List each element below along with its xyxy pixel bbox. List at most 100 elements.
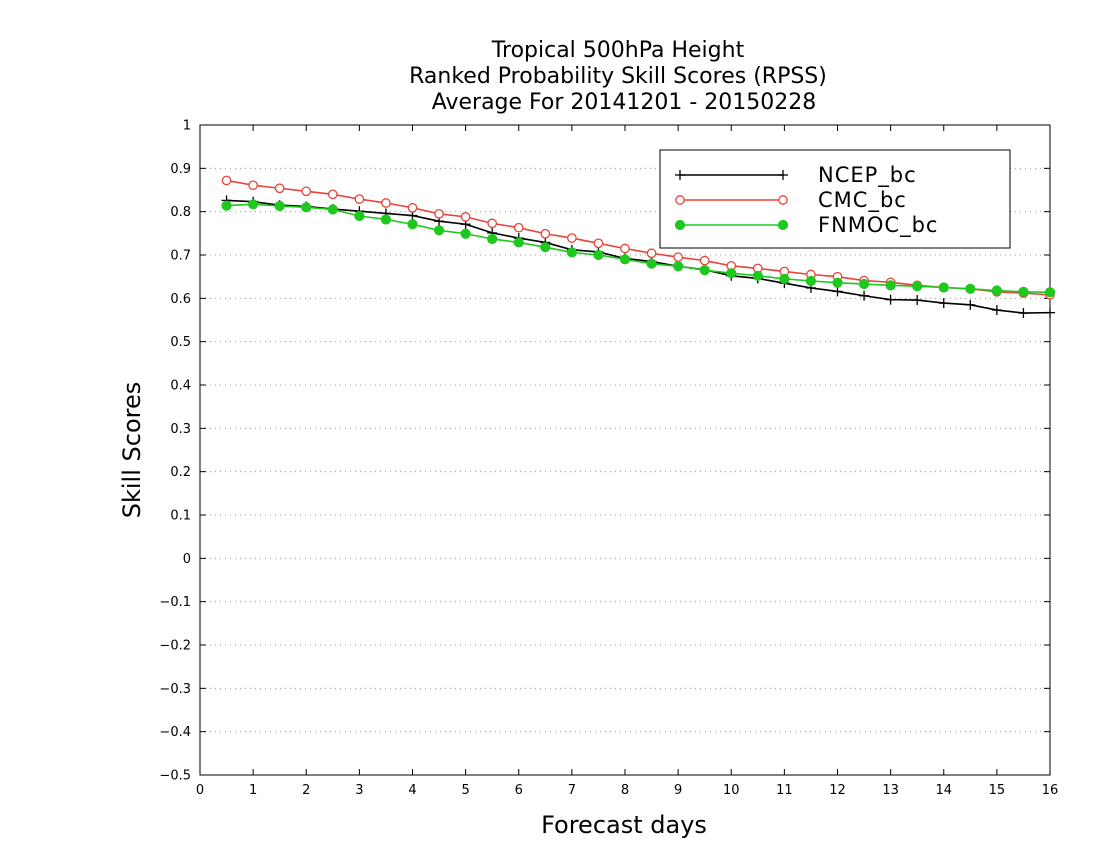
data-point-fnmoc-bc	[566, 247, 577, 258]
data-point-cmc-bc	[540, 228, 551, 239]
series	[221, 175, 1056, 319]
data-point-ncep-bc	[965, 299, 976, 310]
x-tick-label: 0	[196, 783, 204, 798]
y-axis: −0.5 −0.4 −0.3 −0.2 −0.1 0 0.1 0.2 0.3 0.4 0.5 0.6 0…	[159, 119, 1050, 784]
legend-marker	[675, 195, 685, 205]
data-point-cmc-bc	[593, 238, 604, 249]
data-point-ncep-bc	[912, 295, 923, 306]
data-point-fnmoc-bc	[433, 225, 445, 236]
legend-marker	[675, 170, 685, 180]
x-tick-label: 5	[461, 783, 469, 798]
legend-item-fnmoc-bc: FNMOC_bc	[674, 213, 937, 238]
data-point-cmc-bc	[673, 252, 683, 263]
data-point-fnmoc-bc	[380, 214, 392, 225]
x-tick-label: 13	[882, 783, 899, 798]
y-tick-label: 0.6	[170, 292, 191, 307]
legend-marker	[777, 219, 789, 231]
data-point-cmc-bc	[301, 186, 312, 197]
legend-item-ncep-bc: NCEP_bc	[675, 163, 917, 188]
y-tick-label: 0.9	[170, 162, 191, 177]
data-point-fnmoc-bc	[805, 275, 817, 287]
data-point-fnmoc-bc	[673, 261, 684, 272]
legend-marker	[674, 219, 686, 231]
data-point-cmc-bc	[620, 243, 630, 254]
legend-item-cmc-bc: CMC_bc	[675, 188, 907, 213]
chart-title-line-1: Tropical 500hPa Height	[491, 38, 745, 63]
data-point-fnmoc-bc	[407, 219, 418, 230]
data-point-cmc-bc	[460, 212, 471, 222]
data-point-cmc-bc	[354, 194, 365, 204]
data-point-ncep-bc	[1045, 307, 1055, 318]
data-point-fnmoc-bc	[699, 265, 710, 276]
y-tick-label: 0.1	[170, 509, 191, 524]
data-point-fnmoc-bc	[938, 282, 949, 293]
y-tick-label: 0	[183, 552, 191, 567]
y-tick-label: 0.3	[170, 422, 191, 437]
x-axis-title: Forecast days	[541, 811, 707, 839]
x-tick-label: 6	[515, 783, 523, 798]
data-point-fnmoc-bc	[646, 258, 657, 269]
x-tick-label: 2	[302, 783, 310, 798]
x-tick-label: 11	[776, 783, 793, 798]
data-point-fnmoc-bc	[619, 254, 631, 265]
data-point-cmc-bc	[567, 233, 577, 243]
y-tick-label: 0.8	[170, 205, 191, 220]
x-tick-label: 16	[1042, 783, 1059, 798]
data-point-fnmoc-bc	[858, 278, 870, 290]
data-point-cmc-bc	[327, 189, 338, 200]
x-tick-label: 12	[829, 783, 846, 798]
data-point-fnmoc-bc	[965, 283, 976, 294]
data-point-ncep-bc	[1018, 308, 1029, 319]
data-point-fnmoc-bc	[726, 268, 737, 279]
x-tick-label: 1	[249, 783, 257, 798]
legend-label: NCEP_bc	[818, 163, 917, 188]
y-tick-label: −0.1	[159, 595, 191, 610]
data-point-cmc-bc	[513, 222, 524, 233]
x-tick-label: 4	[408, 783, 416, 798]
x-tick-label: 3	[355, 783, 363, 798]
data-point-fnmoc-bc	[354, 210, 365, 222]
data-point-fnmoc-bc	[752, 270, 763, 281]
data-point-fnmoc-bc	[487, 233, 498, 245]
chart-title: Tropical 500hPa Height Ranked Probabilit…	[409, 38, 827, 115]
data-point-fnmoc-bc	[460, 228, 471, 239]
data-point-fnmoc-bc	[885, 280, 896, 291]
data-point-cmc-bc	[381, 198, 391, 208]
series-fnmoc-bc	[221, 199, 1056, 298]
data-point-fnmoc-bc	[274, 200, 285, 212]
x-tick-label: 8	[621, 783, 629, 798]
x-tick-label: 7	[568, 783, 576, 798]
data-point-fnmoc-bc	[540, 242, 551, 253]
data-point-ncep-bc	[885, 294, 896, 305]
y-tick-label: 0.2	[170, 465, 191, 480]
y-axis-title: Skill Scores	[118, 382, 146, 519]
data-point-fnmoc-bc	[832, 277, 843, 288]
y-tick-label: −0.3	[159, 682, 191, 697]
data-point-fnmoc-bc	[513, 237, 524, 248]
data-point-cmc-bc	[407, 202, 418, 213]
chart-title-line-3: Average For 20141201 - 20150228	[432, 90, 817, 115]
data-point-cmc-bc	[487, 218, 498, 229]
data-point-cmc-bc	[434, 208, 444, 219]
data-point-fnmoc-bc	[779, 273, 790, 284]
data-point-fnmoc-bc	[1018, 286, 1029, 297]
data-point-cmc-bc	[248, 180, 258, 191]
x-tick-label: 14	[935, 783, 952, 798]
x-axis: 0 1 2 3 4 5 6 7 8 9 10 11 12 13 14 15 16	[196, 125, 1058, 798]
data-point-cmc-bc	[646, 248, 657, 259]
y-tick-label: −0.2	[159, 639, 191, 654]
chart-title-line-2: Ranked Probability Skill Scores (RPSS)	[409, 64, 827, 89]
data-point-ncep-bc	[991, 305, 1002, 316]
legend-marker	[778, 170, 788, 180]
data-point-fnmoc-bc	[593, 249, 604, 261]
data-point-cmc-bc	[221, 175, 232, 186]
y-tick-label: 0.4	[170, 379, 191, 394]
data-point-ncep-bc	[938, 298, 949, 309]
data-point-fnmoc-bc	[991, 285, 1002, 296]
legend-label: CMC_bc	[818, 188, 907, 213]
data-point-fnmoc-bc	[301, 202, 312, 213]
x-tick-label: 9	[674, 783, 682, 798]
y-tick-label: −0.5	[159, 769, 191, 784]
